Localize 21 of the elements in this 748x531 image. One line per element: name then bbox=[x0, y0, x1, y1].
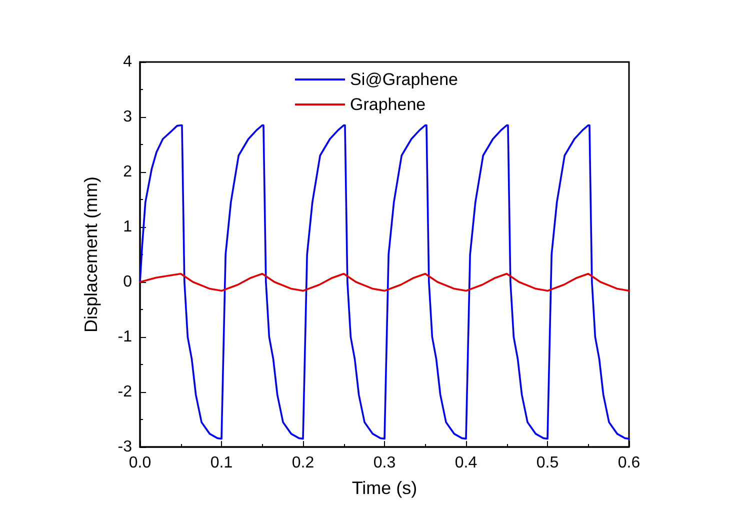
legend-label: Si@Graphene bbox=[350, 70, 458, 89]
x-tick-label: 0.3 bbox=[373, 454, 396, 472]
y-tick-label: 2 bbox=[123, 164, 132, 180]
x-tick-label: 0.1 bbox=[210, 454, 233, 472]
y-tick-label: -3 bbox=[118, 438, 132, 456]
legend-label: Graphene bbox=[350, 95, 426, 114]
x-axis-title: Time (s) bbox=[352, 478, 418, 498]
x-tick-label: 0.5 bbox=[536, 454, 559, 472]
y-tick-label: -2 bbox=[118, 384, 132, 400]
line-series bbox=[139, 272, 630, 292]
x-tick-label: 0.6 bbox=[618, 454, 640, 472]
y-axis-title: Displacement (mm) bbox=[81, 176, 101, 333]
y-tick-label: 1 bbox=[123, 218, 132, 236]
x-tick-label: 0.2 bbox=[292, 454, 314, 472]
y-tick-label: -1 bbox=[118, 328, 132, 346]
y-tick-label: 3 bbox=[123, 108, 132, 126]
x-tick-label: 0.4 bbox=[454, 454, 478, 472]
y-tick-label: 4 bbox=[123, 54, 132, 70]
line-series bbox=[139, 124, 630, 440]
y-tick-label: 0 bbox=[123, 274, 132, 290]
x-tick-label: 0.0 bbox=[128, 454, 152, 472]
